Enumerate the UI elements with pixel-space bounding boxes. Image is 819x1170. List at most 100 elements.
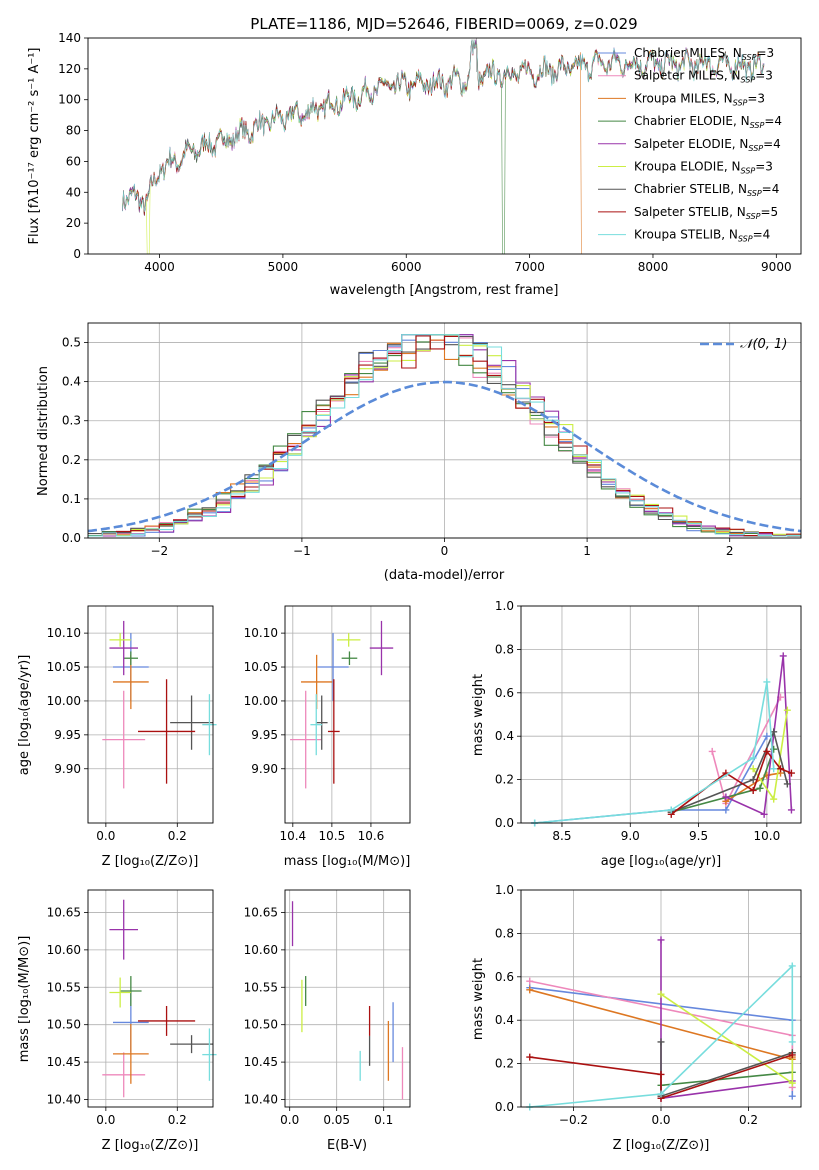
weight_vs_Z-line-kroupa-stelib bbox=[529, 964, 794, 1108]
age_vs_mass-frame bbox=[284, 605, 411, 824]
age_vs_Z-point-kroupa-elodie bbox=[109, 633, 131, 647]
mass_vs_Z-frame bbox=[87, 889, 214, 1108]
weight_vs_Z-ytick-label: 0.8 bbox=[495, 926, 514, 940]
weight_vs_age-frame bbox=[520, 605, 802, 824]
mass_vs_Z-xtick-label: 0.2 bbox=[168, 1113, 187, 1127]
weight_vs_age-marker-kroupa-stelib bbox=[667, 806, 675, 814]
age_vs_mass-point-chabrier-elodie bbox=[341, 651, 358, 665]
residuals-xtick-label: 2 bbox=[726, 544, 734, 558]
residuals-data bbox=[87, 334, 802, 537]
legend-label-kroupa-elodie: Kroupa ELODIE, NSSP=3 bbox=[634, 160, 773, 176]
spectrum-frame bbox=[87, 37, 802, 255]
mass-vs-ebv-xlabel: E(B-V) bbox=[327, 1138, 367, 1153]
spectrum-ytick-label: 0 bbox=[73, 247, 81, 261]
spectrum-legend: Chabrier MILES, NSSP=3 Salpeter MILES, NS… bbox=[598, 46, 782, 244]
mass_vs_ebv-ytick-label: 10.60 bbox=[244, 943, 278, 957]
spectrum-ytick-label: 80 bbox=[66, 124, 81, 138]
age_vs_mass-point-kroupa-stelib bbox=[310, 694, 323, 756]
weight_vs_age-marker-chabrier-miles bbox=[763, 732, 771, 740]
normal-legend-label: 𝒩(0, 1) bbox=[740, 337, 787, 352]
weight_vs_age-marker-kroupa-elodie bbox=[749, 765, 757, 773]
weight_vs_age-ytick-label: 0.0 bbox=[495, 816, 514, 830]
mass_vs_ebv-xtick-label: 0.0 bbox=[280, 1113, 299, 1127]
weight_vs_Z-marker-salpeter-stelib bbox=[788, 1051, 796, 1059]
age-vs-mass-xlabel: mass [log₁₀(M/M⊙)] bbox=[284, 854, 411, 869]
age_vs_mass-point-chabrier-miles bbox=[317, 633, 349, 701]
mass_vs_Z-point-kroupa-elodie bbox=[109, 977, 131, 1008]
spectrum-xtick-label: 9000 bbox=[761, 260, 792, 274]
weight_vs_Z-marker-kroupa-elodie bbox=[788, 1079, 796, 1087]
mass_vs_Z-data bbox=[102, 899, 217, 1098]
legend-label-salpeter-stelib: Salpeter STELIB, NSSP=5 bbox=[634, 205, 778, 221]
age_vs_Z-point-kroupa-stelib bbox=[202, 694, 217, 756]
weight_vs_age-marker-kroupa-stelib bbox=[763, 678, 771, 686]
legend-label-kroupa-miles: Kroupa MILES, NSSP=3 bbox=[634, 91, 765, 107]
weight_vs_age-xtick-label: 9.5 bbox=[689, 829, 708, 843]
weight_vs_age-marker-chabrier-stelib bbox=[749, 776, 757, 784]
spectrum-ytick-label: 120 bbox=[58, 62, 81, 76]
residuals-ytick-label: 0.0 bbox=[62, 531, 81, 545]
age_vs_Z-point-chabrier-elodie bbox=[123, 651, 138, 665]
age_vs_mass-point-kroupa-elodie bbox=[336, 633, 361, 647]
weight_vs_age-marker-kroupa-stelib bbox=[749, 754, 757, 762]
weight-vs-age-ylabel: mass weight bbox=[471, 674, 486, 756]
weight_vs_age-marker-salpeter-stelib bbox=[787, 769, 795, 777]
residuals-xtick-label: −1 bbox=[293, 544, 311, 558]
spectrum-line-kroupa-stelib bbox=[122, 39, 765, 212]
weight_vs_Z-ytick-label: 0.6 bbox=[495, 970, 514, 984]
weight_vs_Z-marker-salpeter-stelib bbox=[526, 1053, 534, 1061]
weight_vs_Z-marker-kroupa-stelib bbox=[788, 1038, 796, 1046]
mass_vs_ebv-xtick-label: 0.1 bbox=[374, 1113, 393, 1127]
mass-vs-ebv-axes: 0.0 0.05 0.1 10.40 10.45 10.50 10.55 10.60 10.65 bbox=[244, 889, 411, 1127]
mass_vs_Z-point-salpeter-elodie bbox=[109, 899, 138, 960]
weight_vs_age-marker-salpeter-elodie bbox=[760, 810, 768, 818]
weight_vs_age-xtick-label: 8.5 bbox=[552, 829, 571, 843]
mass_vs_ebv-ytick-label: 10.40 bbox=[244, 1093, 278, 1107]
mass_vs_Z-xtick-label: 0.0 bbox=[96, 1113, 115, 1127]
legend-label-salpeter-elodie: Salpeter ELODIE, NSSP=4 bbox=[634, 137, 781, 153]
residuals-xlabel: (data-model)/error bbox=[384, 568, 505, 583]
weight_vs_Z-data bbox=[526, 936, 796, 1111]
weight_vs_age-marker-salpeter-stelib bbox=[777, 765, 785, 773]
weight-vs-age-xlabel: age [log₁₀(age/yr)] bbox=[601, 854, 722, 869]
weight_vs_Z-ytick-label: 0.0 bbox=[495, 1100, 514, 1114]
age_vs_Z-ytick-label: 10.10 bbox=[47, 626, 81, 640]
spectrum-ylabel: Flux [fλ10⁻¹⁷ erg cm⁻² s⁻¹ A⁻¹] bbox=[27, 48, 42, 245]
weight_vs_age-xtick-label: 9.0 bbox=[621, 829, 640, 843]
mass-vs-Z-xlabel: Z [log₁₀(Z/Z⊙)] bbox=[102, 1138, 199, 1153]
legend-label-chabrier-miles: Chabrier MILES, NSSP=3 bbox=[634, 46, 774, 62]
weight_vs_Z-marker-chabrier-miles bbox=[788, 1092, 796, 1100]
residuals-axes: −2 −1 0 1 2 0.0 0.1 0.2 0.3 0.4 0.5 bbox=[62, 322, 802, 558]
spectrum-xtick-label: 8000 bbox=[638, 260, 669, 274]
age_vs_mass-xtick-label: 10.6 bbox=[358, 829, 385, 843]
mass_vs_Z-point-kroupa-miles bbox=[113, 1023, 149, 1084]
weight_vs_Z-xtick-label: 0.2 bbox=[739, 1113, 758, 1127]
mass_vs_Z-ytick-label: 10.55 bbox=[47, 980, 81, 994]
spectrum-ytick-label: 20 bbox=[66, 216, 81, 230]
age_vs_mass-ytick-label: 10.10 bbox=[244, 626, 278, 640]
weight_vs_Z-marker-salpeter-stelib bbox=[657, 1070, 665, 1078]
mass_vs_ebv-data bbox=[291, 901, 404, 1100]
weight_vs_age-marker-salpeter-elodie bbox=[787, 806, 795, 814]
age_vs_Z-point-salpeter-elodie bbox=[109, 620, 138, 676]
weight_vs_age-marker-salpeter-stelib bbox=[749, 786, 757, 794]
weight_vs_Z-marker-chabrier-stelib bbox=[657, 1038, 665, 1046]
age_vs_Z-frame bbox=[87, 605, 214, 824]
weight_vs_age-marker-salpeter-miles bbox=[708, 747, 716, 755]
age-vs-Z-xlabel: Z [log₁₀(Z/Z⊙)] bbox=[102, 854, 199, 869]
mass_vs_Z-ytick-label: 10.45 bbox=[47, 1055, 81, 1069]
weight_vs_age-line-chabrier-stelib bbox=[670, 729, 789, 813]
spectrum-axes: 4000 5000 6000 7000 8000 9000 0 20 40 60 80 100 120 1… bbox=[58, 31, 802, 274]
weight_vs_Z-frame bbox=[520, 889, 802, 1108]
mass_vs_Z-point-chabrier-stelib bbox=[170, 1035, 213, 1054]
spectrum-ytick-label: 140 bbox=[58, 31, 81, 45]
spectrum-xtick-label: 4000 bbox=[144, 260, 175, 274]
weight_vs_Z-marker-salpeter-miles bbox=[526, 977, 534, 985]
mass_vs_Z-ytick-label: 10.60 bbox=[47, 943, 81, 957]
spectrum-ytick-label: 100 bbox=[58, 93, 81, 107]
age_vs_mass-point-salpeter-elodie bbox=[369, 620, 394, 676]
mass_vs_ebv-ytick-label: 10.65 bbox=[244, 905, 278, 919]
weight-vs-Z-axes: −0.2 0.0 0.2 0.0 0.2 0.4 0.6 0.8 1.0 bbox=[495, 883, 802, 1127]
age_vs_mass-data bbox=[290, 620, 394, 789]
mass_vs_Z-point-chabrier-elodie bbox=[120, 976, 142, 1006]
